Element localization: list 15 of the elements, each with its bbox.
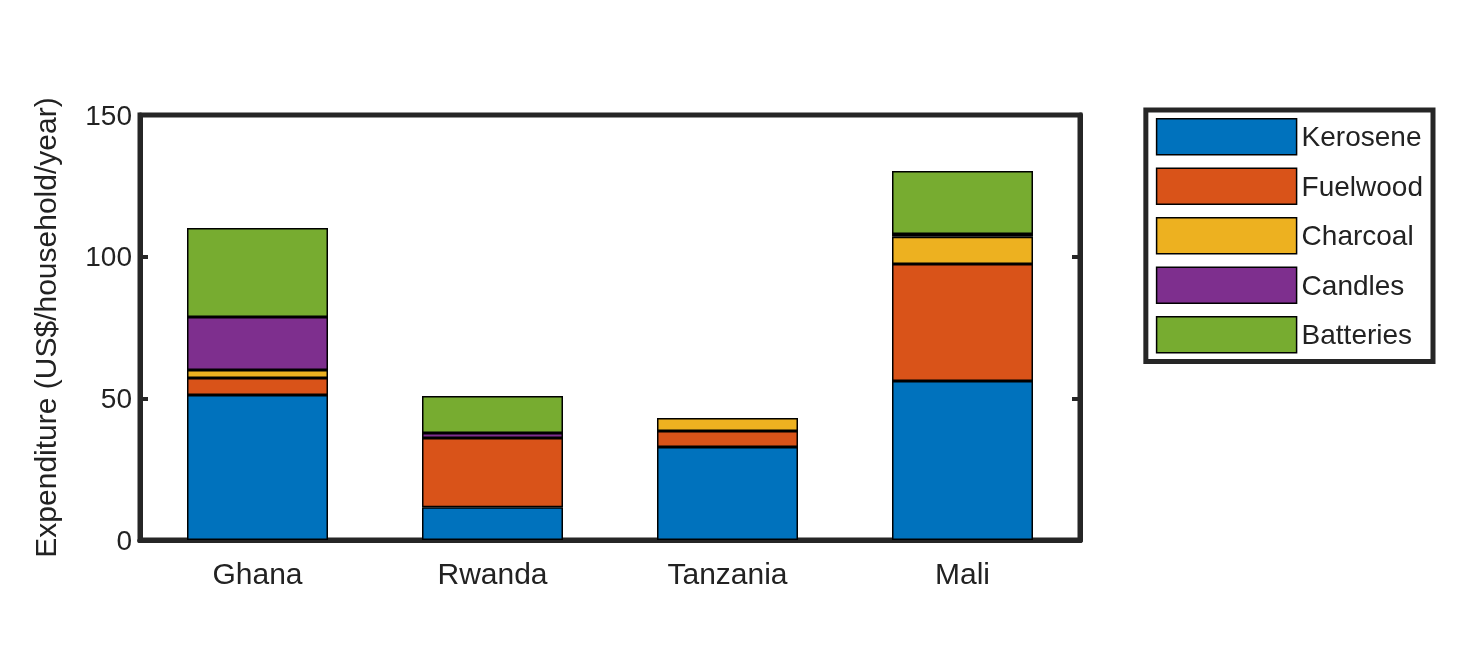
x-tick-label: Mali	[934, 556, 991, 590]
bar	[892, 171, 1033, 234]
legend-label: Fuelwood	[1301, 170, 1423, 202]
y-tick-label: 0	[116, 524, 132, 556]
legend-label: Candles	[1301, 269, 1405, 301]
legend-label: Charcoal	[1301, 220, 1414, 252]
y-tick-label: 50	[100, 382, 132, 414]
y-axis-title: Expenditure (US$/household/year)	[28, 97, 62, 558]
x-tick-label: Rwanda	[437, 556, 548, 590]
x-tick-label: Tanzania	[667, 556, 788, 590]
y-tick-label: 150	[85, 99, 132, 131]
x-tick-label: Ghana	[212, 556, 303, 590]
legend-label: Batteries	[1301, 319, 1413, 351]
legend-label: Kerosene	[1301, 121, 1422, 153]
y-tick-label: 100	[85, 241, 132, 273]
